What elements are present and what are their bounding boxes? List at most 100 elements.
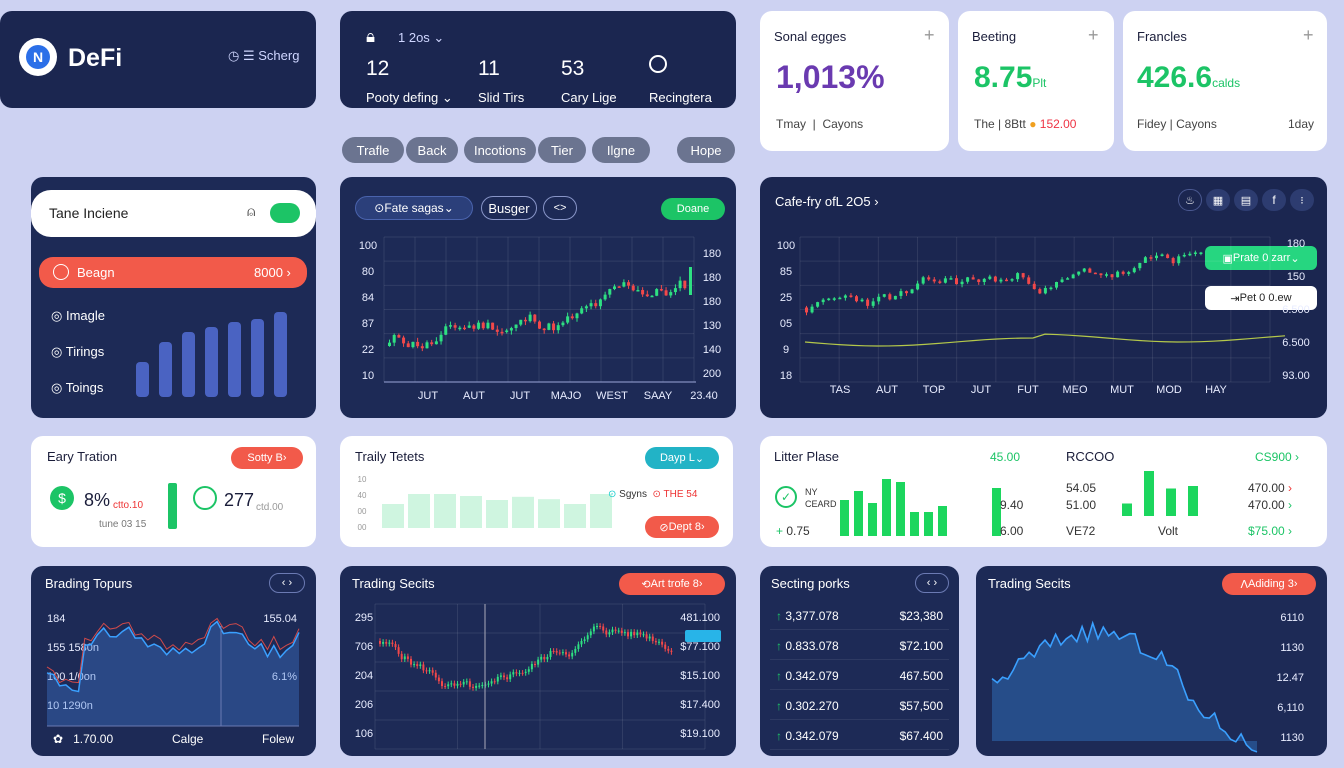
row-left: ↑ 0.342.079: [776, 668, 839, 683]
candle: [843, 295, 847, 298]
candle: [509, 328, 513, 331]
table-row[interactable]: ↑ 0.302.270 $57,500: [770, 692, 949, 720]
y-tick-label-right: $19.100: [680, 728, 720, 740]
sidebar-bar: [274, 312, 287, 397]
metric3-n3: + 0.75: [776, 524, 810, 538]
x-tick-label: MOD: [1156, 384, 1182, 396]
candle: [472, 686, 474, 688]
tab-1[interactable]: Back: [406, 137, 458, 163]
bar: [538, 499, 560, 528]
tab-2[interactable]: Incotions: [464, 137, 536, 163]
candle: [805, 307, 808, 313]
facebook-icon[interactable]: f: [1262, 189, 1286, 211]
table-row[interactable]: ↑ 0.833.078 $72.100: [770, 632, 949, 660]
candle: [500, 331, 504, 334]
candle: [1016, 273, 1020, 280]
x-tick-label: TAS: [830, 384, 851, 396]
candle: [453, 683, 456, 686]
b2-badge[interactable]: ⟲ Art trofe 8 ›: [619, 573, 725, 595]
stat-label-2: Cary Lige: [561, 90, 617, 105]
b1-nav[interactable]: ‹ ›: [269, 573, 305, 593]
y-tick-label-right: 6.500: [1282, 337, 1310, 349]
fire-icon[interactable]: ♨: [1178, 189, 1202, 211]
tab-3[interactable]: Tier: [538, 137, 586, 163]
candle: [645, 294, 649, 297]
sidebar-item-2[interactable]: ◎ Toings: [51, 380, 104, 395]
chart1-green-button[interactable]: Doane: [661, 198, 725, 220]
table-row[interactable]: ↑ 0.342.079 $67.400: [770, 722, 949, 750]
circle-icon: ◎: [51, 308, 63, 323]
candle: [499, 675, 502, 677]
settings-link[interactable]: ◷ ☰ Scherg: [228, 48, 299, 64]
table-row[interactable]: ↑ 0.342.079 467.500: [770, 662, 949, 690]
x-tick-label: 23.40: [690, 390, 718, 402]
y-tick-label: 05: [780, 318, 792, 330]
last-candle: [689, 267, 692, 295]
candle: [493, 681, 496, 683]
candle: [558, 652, 561, 654]
b3-nav[interactable]: ‹ ›: [915, 573, 949, 593]
candle: [462, 681, 465, 685]
candle: [1116, 271, 1120, 278]
sidebar-item-0[interactable]: ◎ Imagle: [51, 308, 105, 323]
chart1-code-button[interactable]: <>: [543, 196, 577, 220]
candle: [648, 636, 651, 639]
metric2-badge[interactable]: Dayp L ⌄: [645, 447, 719, 469]
add-icon[interactable]: +: [1088, 25, 1099, 45]
more-icon[interactable]: ⁝: [1290, 189, 1314, 211]
candle: [434, 672, 437, 678]
candle: [670, 650, 673, 652]
stat-value-2: 53: [561, 57, 585, 80]
chart2-tag-white[interactable]: ⇥ Pet 0 0.ew: [1205, 286, 1317, 310]
bar: [882, 479, 891, 536]
user-icon: ⍝: [247, 203, 256, 219]
tab-0[interactable]: Trafle: [342, 137, 404, 163]
candle: [1038, 289, 1042, 294]
stat-label-0[interactable]: Pooty defing ⌄: [366, 90, 453, 105]
candle: [821, 299, 825, 303]
chart2-tag-green[interactable]: ▣ Prate 0 zarr ⌄: [1205, 246, 1317, 270]
candle: [524, 671, 527, 673]
table-row[interactable]: ↑ 3,377.078 $23,380: [770, 602, 949, 630]
bar: [382, 504, 404, 528]
sidebar-bar: [205, 327, 218, 397]
alert-row[interactable]: Beagn 8000 ›: [39, 257, 307, 288]
area-line: [991, 620, 1258, 753]
candle: [382, 641, 385, 644]
tab-5[interactable]: Hope: [677, 137, 735, 163]
toggle-switch[interactable]: [270, 203, 300, 223]
candle: [538, 321, 541, 329]
check-icon: ✓: [775, 486, 797, 508]
candle: [463, 327, 466, 330]
globe-icon: [193, 486, 217, 510]
bar: [938, 506, 947, 536]
kpi-card-0: Sonal egges + 1,013% Tmay | Cayons: [760, 11, 949, 151]
chart1-button[interactable]: Busger: [481, 196, 537, 220]
grid-icon[interactable]: ▦: [1206, 189, 1230, 211]
add-icon[interactable]: +: [1303, 25, 1314, 45]
b1-foot-3: Folew: [262, 732, 295, 746]
metric2-button[interactable]: ⊘ Dept 8 ›: [645, 516, 719, 538]
table-icon[interactable]: ▤: [1234, 189, 1258, 211]
metric3-n2: CEARD: [805, 499, 837, 509]
toggle-row[interactable]: Tane Inciene ⍝: [31, 190, 316, 237]
bar: [408, 494, 430, 528]
b4-badge[interactable]: ᐱ Adiding 3 ›: [1222, 573, 1316, 595]
stats-card: 🔒︎ 1 2os ⌄ 12 Pooty defing ⌄ 11 Slid Tir…: [340, 11, 736, 108]
chart-card-1: ⊙ Fate sagas ⌄ Busger <> Doane 100 80 84 87…: [340, 177, 736, 418]
candle: [664, 290, 668, 296]
tab-4[interactable]: Ilgne: [592, 137, 650, 163]
candle: [406, 343, 410, 348]
add-icon[interactable]: +: [924, 25, 935, 45]
sidebar-card: Tane Inciene ⍝ Beagn 8000 › ◎ Imagle ◎ T…: [31, 177, 316, 418]
metric3-bar-chart: [840, 471, 1198, 536]
chart1-dropdown[interactable]: ⊙ Fate sagas ⌄: [355, 196, 473, 220]
y-tick-label-right: 180: [703, 272, 721, 284]
candle: [655, 289, 659, 296]
sidebar-item-1[interactable]: ◎ Tirings: [51, 344, 105, 359]
metric1-badge[interactable]: Sotty B ›: [231, 447, 303, 469]
candle: [486, 322, 490, 329]
candle: [960, 281, 964, 285]
stats-top-dropdown[interactable]: 1 2os ⌄: [398, 30, 445, 45]
candle: [419, 664, 422, 666]
